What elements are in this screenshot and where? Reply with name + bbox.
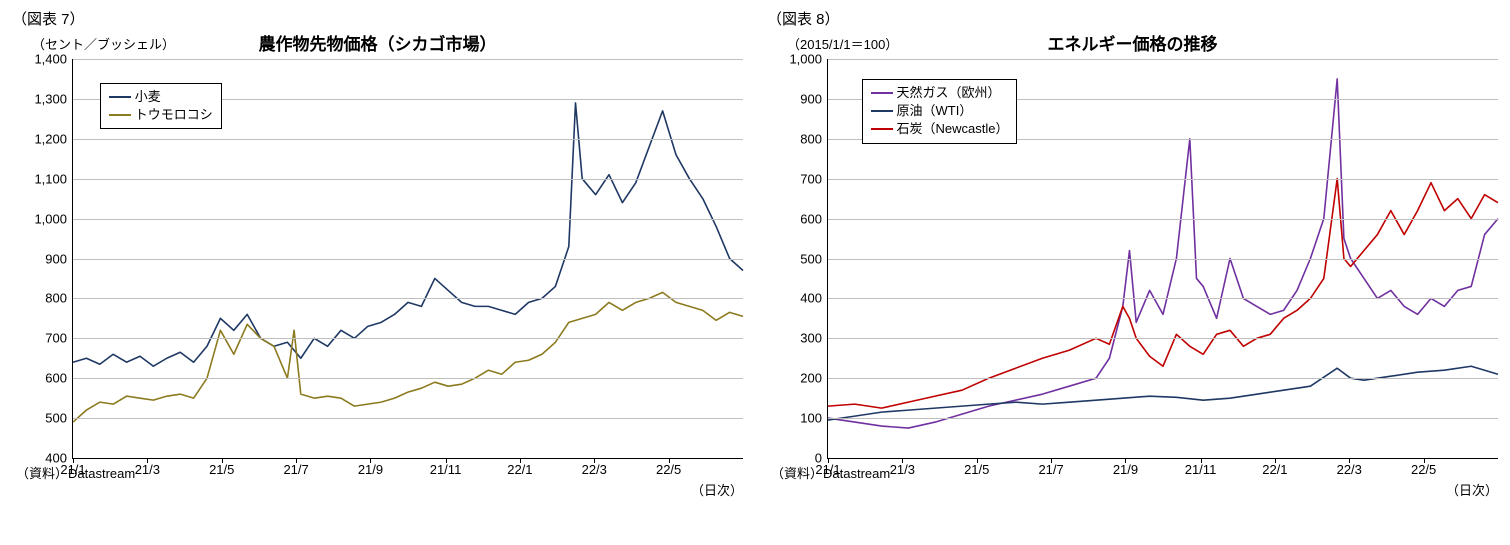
x-tick-label: 22/1 [1262,462,1287,477]
x-tick-label: 21/5 [964,462,989,477]
gridline [828,378,1498,379]
legend-item: 天然ガス（欧州） [871,84,1009,102]
gridline [73,378,743,379]
y-tick-label: 900 [45,251,67,266]
x-tick-label: 22/3 [582,462,607,477]
x-tick-label: 22/5 [1411,462,1436,477]
legend-item: 原油（WTI） [871,102,1009,120]
legend-label: トウモロコシ [135,106,213,124]
gridline [73,259,743,260]
gridline [828,259,1498,260]
gridline [828,298,1498,299]
y-tick-label: 300 [800,331,822,346]
gridline [73,298,743,299]
legend-swatch [871,92,893,94]
y-tick-label: 700 [800,171,822,186]
x-tick-label: 21/1 [815,462,840,477]
x-axis-label-8: （日次） [1446,480,1498,499]
y-tick-label: 200 [800,371,822,386]
x-tick-label: 21/3 [135,462,160,477]
chart-panel-8: （図表 8） （2015/1/1＝100） エネルギー価格の推移 天然ガス（欧州… [767,8,1498,482]
x-tick-label: 22/5 [656,462,681,477]
gridline [73,139,743,140]
chart-title-8: エネルギー価格の推移 [767,30,1498,55]
x-tick-label: 21/9 [1113,462,1138,477]
y-tick-label: 100 [800,411,822,426]
y-tick-label: 800 [45,291,67,306]
legend-item: トウモロコシ [109,106,213,124]
series-coal [828,179,1498,408]
legend-swatch [109,96,131,98]
legend-label: 天然ガス（欧州） [897,84,1001,102]
legend-item: 石炭（Newcastle） [871,120,1009,138]
plot-area-7: 小麦トウモロコシ （日次） 4005006007008009001,0001,1… [72,59,743,459]
y-tick-label: 800 [800,131,822,146]
x-tick-label: 21/1 [60,462,85,477]
legend-item: 小麦 [109,88,213,106]
gridline [73,219,743,220]
legend-label: 石炭（Newcastle） [897,120,1009,138]
legend-swatch [871,110,893,112]
gridline [73,59,743,60]
x-tick-label: 22/1 [507,462,532,477]
plot-area-8: 天然ガス（欧州）原油（WTI）石炭（Newcastle） （日次） 010020… [827,59,1498,459]
y-tick-label: 1,100 [34,171,67,186]
gridline [73,338,743,339]
y-tick-label: 1,300 [34,91,67,106]
x-tick-label: 21/7 [283,462,308,477]
series-corn [73,292,743,422]
x-tick-label: 21/7 [1038,462,1063,477]
legend-label: 原油（WTI） [897,102,973,120]
x-tick-label: 21/11 [1185,462,1217,477]
series-wheat [73,103,743,366]
chart-panel-7: （図表 7） （セント／ブッシェル） 農作物先物価格（シカゴ市場） 小麦トウモロ… [12,8,743,482]
gridline [828,338,1498,339]
x-tick-label: 21/9 [358,462,383,477]
gridline [828,179,1498,180]
gridline [828,219,1498,220]
legend-label: 小麦 [135,88,161,106]
y-tick-label: 900 [800,91,822,106]
x-tick-label: 21/11 [430,462,462,477]
y-tick-label: 1,000 [789,52,822,67]
legend-7: 小麦トウモロコシ [100,83,222,129]
series-wti [828,366,1498,420]
legend-8: 天然ガス（欧州）原油（WTI）石炭（Newcastle） [862,79,1018,144]
x-tick-label: 21/5 [209,462,234,477]
figure-caption-8: （図表 8） [767,8,1498,29]
y-tick-label: 400 [800,291,822,306]
legend-swatch [871,128,893,130]
y-tick-label: 600 [800,211,822,226]
y-tick-label: 700 [45,331,67,346]
figure-caption-7: （図表 7） [12,8,743,29]
figure-container: （図表 7） （セント／ブッシェル） 農作物先物価格（シカゴ市場） 小麦トウモロ… [12,8,1498,482]
y-tick-label: 1,000 [34,211,67,226]
y-tick-label: 1,200 [34,131,67,146]
gridline [828,418,1498,419]
y-tick-label: 600 [45,371,67,386]
y-tick-label: 1,400 [34,52,67,67]
x-axis-label-7: （日次） [691,480,743,499]
y-tick-label: 500 [45,411,67,426]
gridline [828,59,1498,60]
y-tick-label: 500 [800,251,822,266]
x-tick-label: 22/3 [1337,462,1362,477]
x-tick-label: 21/3 [890,462,915,477]
legend-swatch [109,114,131,116]
chart-title-7: 農作物先物価格（シカゴ市場） [12,30,743,55]
gridline [73,418,743,419]
gridline [73,179,743,180]
